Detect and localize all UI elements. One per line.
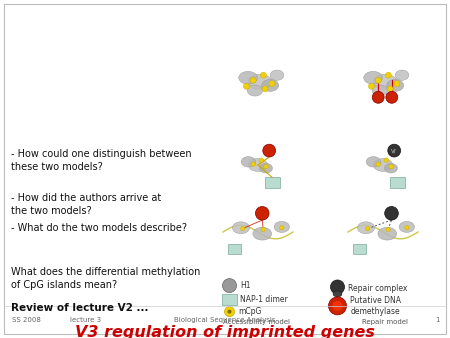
Circle shape: [261, 72, 266, 78]
Circle shape: [365, 226, 370, 231]
FancyBboxPatch shape: [390, 177, 405, 188]
Circle shape: [269, 81, 275, 87]
Ellipse shape: [399, 221, 414, 233]
Ellipse shape: [378, 227, 396, 240]
Circle shape: [387, 86, 393, 92]
Circle shape: [251, 162, 256, 166]
Ellipse shape: [385, 163, 397, 173]
Text: - How could one distinguish between
these two models?: - How could one distinguish between thes…: [11, 149, 192, 172]
Text: H1: H1: [240, 281, 251, 290]
Ellipse shape: [270, 70, 284, 80]
Circle shape: [389, 164, 393, 169]
Circle shape: [375, 77, 381, 83]
Ellipse shape: [373, 74, 397, 90]
Circle shape: [241, 226, 245, 231]
Text: lecture 3: lecture 3: [70, 317, 101, 323]
Circle shape: [228, 310, 231, 314]
Circle shape: [405, 226, 409, 230]
Circle shape: [263, 144, 275, 157]
Circle shape: [328, 297, 346, 315]
Text: Accessibility model: Accessibility model: [223, 319, 290, 325]
Ellipse shape: [274, 221, 289, 233]
Circle shape: [385, 72, 392, 78]
FancyBboxPatch shape: [222, 294, 237, 305]
Text: 1: 1: [436, 317, 440, 323]
Text: Repair complex: Repair complex: [348, 285, 408, 293]
Circle shape: [388, 144, 400, 157]
Circle shape: [261, 227, 265, 232]
Text: - What do the two models describe?: - What do the two models describe?: [11, 223, 187, 233]
Text: NAP-1 dimer: NAP-1 dimer: [240, 295, 288, 304]
Circle shape: [394, 81, 400, 87]
Ellipse shape: [372, 85, 387, 96]
Ellipse shape: [262, 79, 279, 91]
Circle shape: [376, 162, 380, 166]
Ellipse shape: [241, 156, 256, 167]
Circle shape: [369, 83, 374, 89]
Ellipse shape: [248, 74, 272, 90]
Text: Putative DNA
demethylase: Putative DNA demethylase: [351, 296, 401, 316]
Ellipse shape: [233, 222, 249, 234]
Ellipse shape: [248, 159, 268, 171]
Text: Review of lecture V2 ...: Review of lecture V2 ...: [11, 303, 149, 313]
Ellipse shape: [366, 156, 381, 167]
Text: Repair model: Repair model: [362, 319, 408, 325]
Ellipse shape: [374, 159, 392, 171]
Circle shape: [385, 207, 398, 220]
Circle shape: [222, 279, 237, 293]
Circle shape: [264, 164, 268, 169]
Circle shape: [250, 77, 256, 83]
Text: What does the differential methylation
of CpG islands mean?: What does the differential methylation o…: [11, 267, 201, 290]
Circle shape: [330, 280, 345, 294]
Ellipse shape: [387, 79, 404, 91]
Text: SS 2008: SS 2008: [12, 317, 41, 323]
Ellipse shape: [253, 227, 272, 240]
FancyBboxPatch shape: [353, 243, 366, 254]
Ellipse shape: [364, 71, 382, 84]
Circle shape: [386, 227, 390, 232]
Text: Biological Sequence Analysis: Biological Sequence Analysis: [174, 317, 276, 323]
Circle shape: [225, 307, 234, 317]
Circle shape: [259, 158, 263, 163]
Ellipse shape: [333, 291, 342, 297]
FancyBboxPatch shape: [228, 243, 241, 254]
Text: V3 regulation of imprinted genes: V3 regulation of imprinted genes: [75, 325, 375, 338]
Text: - How did the authors arrive at
the two models?: - How did the authors arrive at the two …: [11, 193, 162, 216]
Circle shape: [280, 226, 284, 230]
Circle shape: [333, 301, 342, 311]
Ellipse shape: [260, 163, 272, 173]
Text: V/: V/: [392, 148, 397, 153]
Ellipse shape: [357, 222, 374, 234]
Ellipse shape: [239, 71, 257, 84]
Circle shape: [262, 86, 268, 92]
Circle shape: [386, 91, 398, 103]
FancyBboxPatch shape: [265, 177, 280, 188]
Ellipse shape: [395, 70, 409, 80]
Circle shape: [256, 207, 269, 220]
Circle shape: [384, 158, 388, 163]
Circle shape: [372, 91, 384, 103]
Circle shape: [243, 83, 249, 89]
Ellipse shape: [247, 85, 262, 96]
Text: mCpG: mCpG: [238, 307, 262, 316]
